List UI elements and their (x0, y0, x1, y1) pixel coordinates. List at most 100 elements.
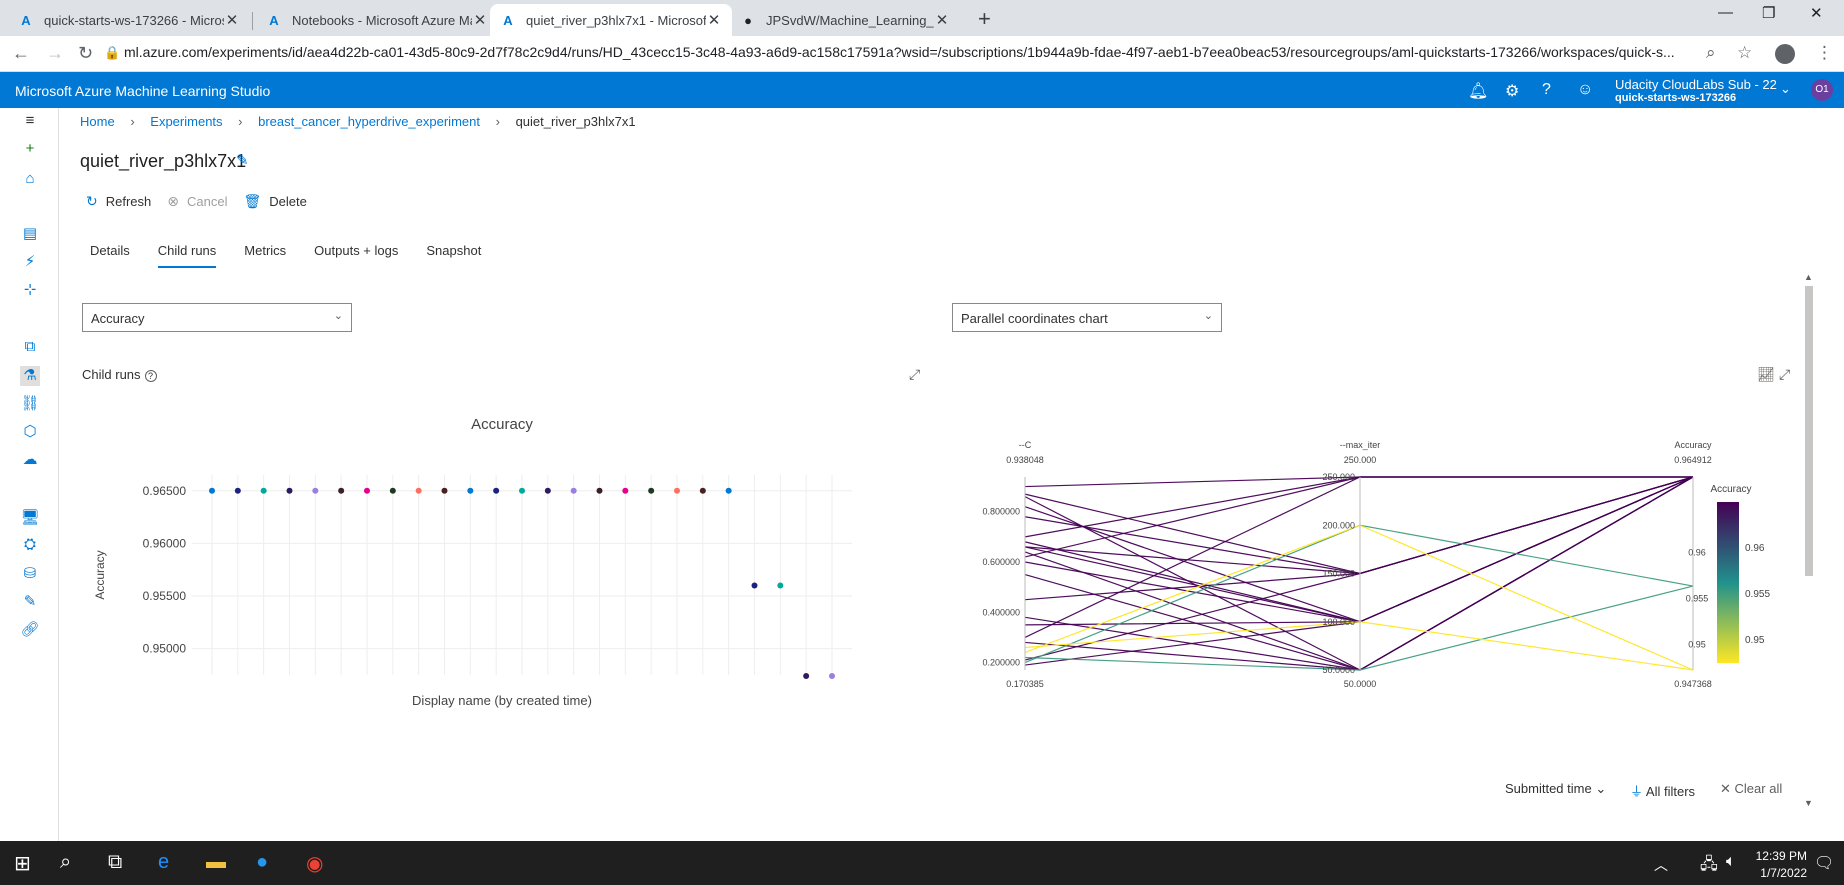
account-workspace[interactable]: quick-starts-ws-173266 (1615, 92, 1737, 104)
delete-button[interactable]: 🗑︎ Delete (243, 193, 307, 209)
close-tab-icon[interactable]: ✕ (707, 12, 721, 29)
expand-icon[interactable]: ⤢ (909, 366, 921, 382)
pc-line (1024, 476, 1694, 666)
tab-child-runs[interactable]: Child runs (157, 243, 217, 268)
browser-tab[interactable]: ● JPSvdW/Machine_Learning_Engin ✕ (730, 4, 960, 36)
feedback-smiley-icon[interactable]: ☺ (1577, 81, 1594, 98)
chevron-up-icon[interactable]: ︿ (1654, 857, 1668, 873)
scrollbar-thumb[interactable] (1805, 286, 1813, 576)
breadcrumb-experiments[interactable]: Experiments (150, 114, 223, 129)
scrollbar[interactable]: ▲ ▼ (1802, 272, 1816, 812)
browser-tab[interactable]: A quick-starts-ws-173266 - Micros ✕ (8, 4, 250, 36)
search-icon[interactable]: ⌕ (60, 851, 72, 873)
pc-axis-min: 0.170385 (1006, 679, 1044, 689)
pc-line (1024, 476, 1693, 638)
chevron-down-icon[interactable]: ⌄ (1780, 81, 1791, 96)
breadcrumb-home[interactable]: Home (80, 114, 115, 129)
close-window-icon[interactable]: ✕ (1810, 5, 1823, 22)
experiments-icon[interactable]: ⚗ (20, 366, 40, 386)
add-new-icon[interactable]: + (25, 140, 35, 157)
breadcrumb-experiment[interactable]: breast_cancer_hyperdrive_experiment (258, 114, 480, 129)
data-point (829, 673, 835, 680)
tab-outputs-logs[interactable]: Outputs + logs (314, 243, 399, 258)
notebooks-icon[interactable]: ▤ (22, 225, 38, 242)
cancel-button[interactable]: ⊗ Cancel (167, 193, 228, 209)
refresh-button[interactable]: ↻ Refresh (86, 193, 152, 209)
profile-icon[interactable] (1775, 44, 1795, 64)
app-brand[interactable]: Microsoft Azure Machine Learning Studio (15, 83, 271, 99)
data-labeling-icon[interactable]: ✎ (23, 593, 37, 610)
close-icon: ✕ (1720, 781, 1731, 796)
linked-services-icon[interactable]: 🔗︎ (20, 621, 40, 638)
environments-icon[interactable]: ⛭ (23, 536, 36, 553)
scroll-down-icon[interactable]: ▼ (1804, 798, 1813, 808)
url-field[interactable]: ml.azure.com/experiments/id/aea4d22b-ca0… (124, 44, 1675, 60)
chevron-right-icon: › (495, 114, 500, 129)
taskbar-date[interactable]: 1/7/2022 (1760, 866, 1807, 880)
chart-title: Accuracy (471, 416, 533, 433)
left-nav: ≡ + ⌂ ▤ ⚡ ⊹ ⧉ ⚗ ⛓ ⬡ ☁ 🖥︎ ⛭ ⛁ ✎ 🔗︎ (0, 108, 59, 841)
tab-details[interactable]: Details (90, 243, 130, 258)
notifications-icon[interactable]: 🗨︎ (1814, 855, 1835, 872)
restore-icon[interactable]: ❐ (1762, 5, 1776, 22)
breadcrumb-current: quiet_river_p3hlx7x1 (515, 114, 636, 129)
compute-icon[interactable]: 🖥︎ (20, 509, 40, 526)
forward-icon[interactable]: → (46, 43, 64, 63)
datasets-icon[interactable]: ⧉ (24, 338, 36, 355)
line-chart-icon[interactable]: 📈︎ (1757, 366, 1775, 382)
info-icon[interactable]: ? (144, 369, 157, 382)
browser-tab-active[interactable]: A quiet_river_p3hlx7x1 - Microsoft ✕ (490, 4, 732, 36)
avatar[interactable]: O1 (1811, 79, 1833, 101)
new-tab-icon[interactable]: + (978, 6, 991, 31)
tab-metrics[interactable]: Metrics (244, 243, 287, 258)
browser-menu-icon[interactable]: ⋮ (1816, 43, 1833, 62)
network-icon[interactable]: 🖧︎ (1700, 856, 1718, 873)
pc-line (1024, 476, 1693, 558)
metric-dropdown[interactable]: Accuracy ⌄ (82, 303, 352, 332)
bookmark-star-icon[interactable]: ☆ (1737, 43, 1753, 62)
pc-axis-max: 0.964912 (1674, 455, 1712, 465)
y-tick-label: 0.95500 (143, 589, 187, 603)
browser-tab[interactable]: A Notebooks - Microsoft Azure Ma ✕ (256, 4, 498, 36)
data-point (674, 487, 680, 494)
expand-icon[interactable]: ⤢ (1779, 366, 1791, 382)
help-icon[interactable]: ? (1542, 81, 1551, 98)
windows-start-icon[interactable]: ⊞ (14, 853, 31, 875)
chart-type-dropdown[interactable]: Parallel coordinates chart ⌄ (952, 303, 1222, 332)
close-tab-icon[interactable]: ✕ (935, 12, 949, 29)
sort-dropdown[interactable]: Submitted time ⌄ (1505, 781, 1607, 796)
internet-explorer-icon[interactable]: e (158, 851, 170, 873)
endpoints-icon[interactable]: ☁ (22, 451, 38, 468)
taskbar-time[interactable]: 12:39 PM (1755, 849, 1807, 863)
pc-axis-min: 0.947368 (1674, 679, 1712, 689)
pc-line (1024, 585, 1694, 671)
minimize-icon[interactable]: — (1718, 4, 1733, 21)
task-view-icon[interactable]: ⧉ (108, 851, 123, 873)
automl-icon[interactable]: ⚡ (24, 253, 36, 270)
bell-icon[interactable]: 🔔︎ (1468, 83, 1489, 100)
data-point (364, 487, 370, 494)
models-icon[interactable]: ⬡ (23, 423, 37, 440)
datastores-icon[interactable]: ⛁ (23, 565, 37, 582)
pipelines-icon[interactable]: ⛓ (20, 395, 40, 412)
file-explorer-icon[interactable]: ▬ (206, 851, 226, 873)
edit-pencil-icon[interactable]: ✎ (236, 152, 249, 169)
clear-all-button[interactable]: ✕ Clear all (1720, 781, 1783, 796)
account-subscription[interactable]: Udacity CloudLabs Sub - 22 (1615, 77, 1777, 92)
gear-icon[interactable]: ⚙ (1505, 83, 1520, 100)
hamburger-icon[interactable]: ≡ (25, 112, 35, 129)
y-tick-label: 0.96500 (143, 484, 187, 498)
volume-icon[interactable]: 🔈︎ (1726, 853, 1736, 870)
tab-snapshot[interactable]: Snapshot (426, 243, 482, 258)
designer-icon[interactable]: ⊹ (23, 281, 37, 298)
scroll-up-icon[interactable]: ▲ (1804, 272, 1813, 282)
home-icon[interactable]: ⌂ (25, 170, 35, 187)
close-tab-icon[interactable]: ✕ (225, 12, 239, 29)
chrome-icon[interactable]: ◉ (306, 853, 324, 875)
back-icon[interactable]: ← (12, 43, 30, 63)
reload-icon[interactable]: ↻ (78, 43, 94, 63)
zoom-icon[interactable]: ⌕ (1706, 43, 1716, 62)
all-filters-button[interactable]: ⏚ All filters (1630, 784, 1696, 799)
close-tab-icon[interactable]: ✕ (473, 12, 487, 29)
docker-icon[interactable]: ● (256, 851, 269, 873)
